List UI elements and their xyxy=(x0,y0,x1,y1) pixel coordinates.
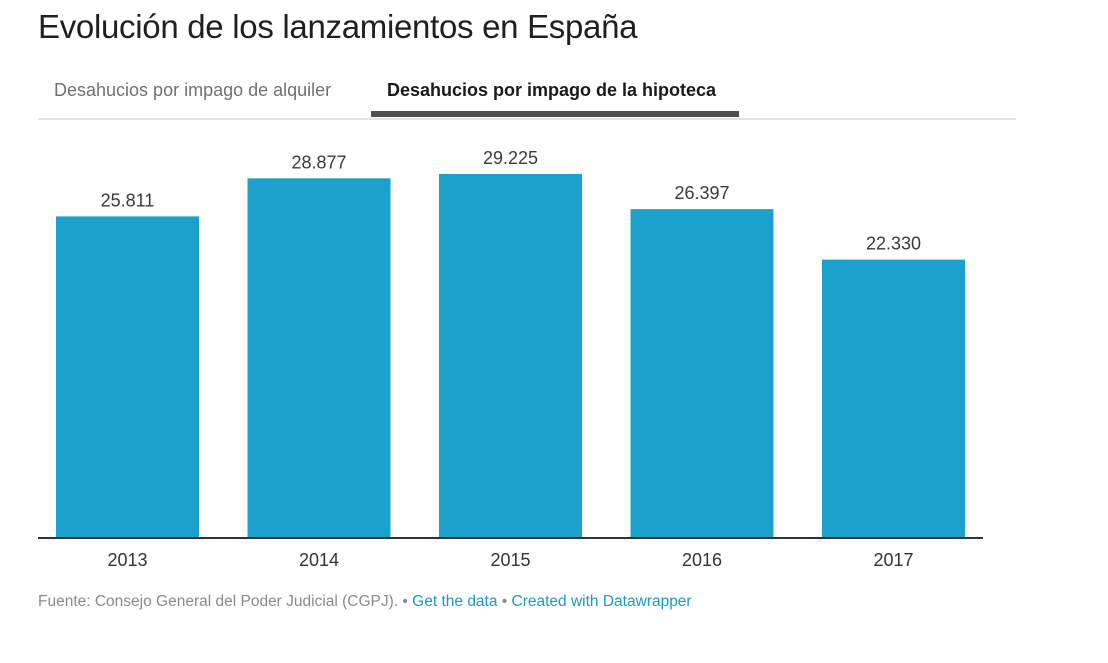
separator: • xyxy=(398,593,413,610)
footer: Fuente: Consejo General del Poder Judici… xyxy=(38,593,692,611)
separator: • xyxy=(497,593,512,610)
get-the-data-link[interactable]: Get the data xyxy=(412,593,498,610)
bar-2015 xyxy=(439,174,582,537)
x-tick-label-2017: 2017 xyxy=(873,550,913,570)
x-tick-label-2015: 2015 xyxy=(490,550,530,570)
bar-2014 xyxy=(247,178,391,538)
x-axis-tick-labels: 2013 2014 2015 2016 2017 xyxy=(107,550,913,570)
bar-2013 xyxy=(56,216,199,538)
source-text: Fuente: Consejo General del Poder Judici… xyxy=(38,593,399,610)
bar-2017 xyxy=(822,259,965,537)
tab-hipoteca[interactable]: Desahucios por impago de la hipoteca xyxy=(387,80,717,100)
value-label-2015: 29.225 xyxy=(483,148,538,168)
x-tick-label-2013: 2013 xyxy=(107,550,147,570)
chart-title: Evolución de los lanzamientos en España xyxy=(38,8,638,45)
value-labels-group: 25.811 28.877 29.225 26.397 22.330 xyxy=(101,148,921,254)
tab-bar: Desahucios por impago de alquiler Desahu… xyxy=(38,70,1016,120)
bar-2016 xyxy=(630,209,774,537)
bars-group xyxy=(56,174,965,538)
value-label-2013: 25.811 xyxy=(101,190,155,210)
value-label-2017: 22.330 xyxy=(866,234,921,254)
x-tick-label-2014: 2014 xyxy=(299,550,339,570)
tab-alquiler[interactable]: Desahucios por impago de alquiler xyxy=(54,80,332,100)
x-tick-label-2016: 2016 xyxy=(682,550,722,570)
active-tab-indicator xyxy=(371,111,739,117)
datawrapper-link[interactable]: Created with Datawrapper xyxy=(511,593,692,610)
value-label-2014: 28.877 xyxy=(291,152,346,172)
value-label-2016: 26.397 xyxy=(674,183,729,203)
